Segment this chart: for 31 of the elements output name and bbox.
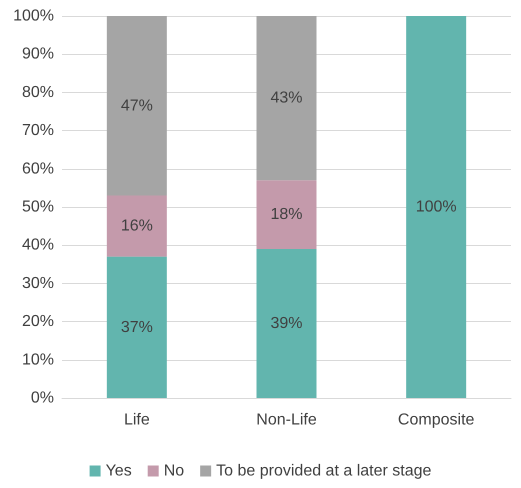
y-tick-label: 60% [22, 160, 54, 178]
data-label: 18% [270, 206, 303, 224]
x-tick-label: Composite [398, 412, 475, 428]
y-tick-label: 50% [22, 198, 54, 216]
y-tick-label: 20% [22, 313, 54, 330]
bar [256, 249, 316, 398]
y-tick-label: 90% [22, 46, 54, 63]
legend-label: To be provided at a later stage [216, 462, 432, 480]
y-tick-label: 100% [13, 8, 54, 24]
bar [106, 16, 167, 196]
data-label: 100% [416, 198, 457, 216]
bar [406, 16, 466, 398]
y-tick-label: 40% [22, 236, 54, 254]
y-tick-label: 30% [22, 274, 54, 292]
x-tick-label: Life [124, 412, 150, 428]
x-tick-label: Non-Life [256, 412, 317, 428]
y-tick-label: 70% [22, 122, 54, 140]
bar [256, 180, 316, 250]
legend-label: No [164, 462, 184, 480]
legend-label: Yes [106, 462, 132, 480]
y-tick-label: 0% [30, 390, 54, 406]
bar [106, 256, 167, 398]
y-tick-label: 80% [22, 84, 54, 101]
bar [106, 196, 167, 257]
data-label: 47% [120, 97, 153, 114]
y-tick-label: 10% [22, 351, 54, 368]
data-label: 37% [120, 318, 153, 336]
bar [256, 16, 316, 180]
data-label: 16% [120, 218, 153, 235]
data-label: 43% [270, 90, 303, 107]
data-label: 39% [270, 315, 303, 332]
